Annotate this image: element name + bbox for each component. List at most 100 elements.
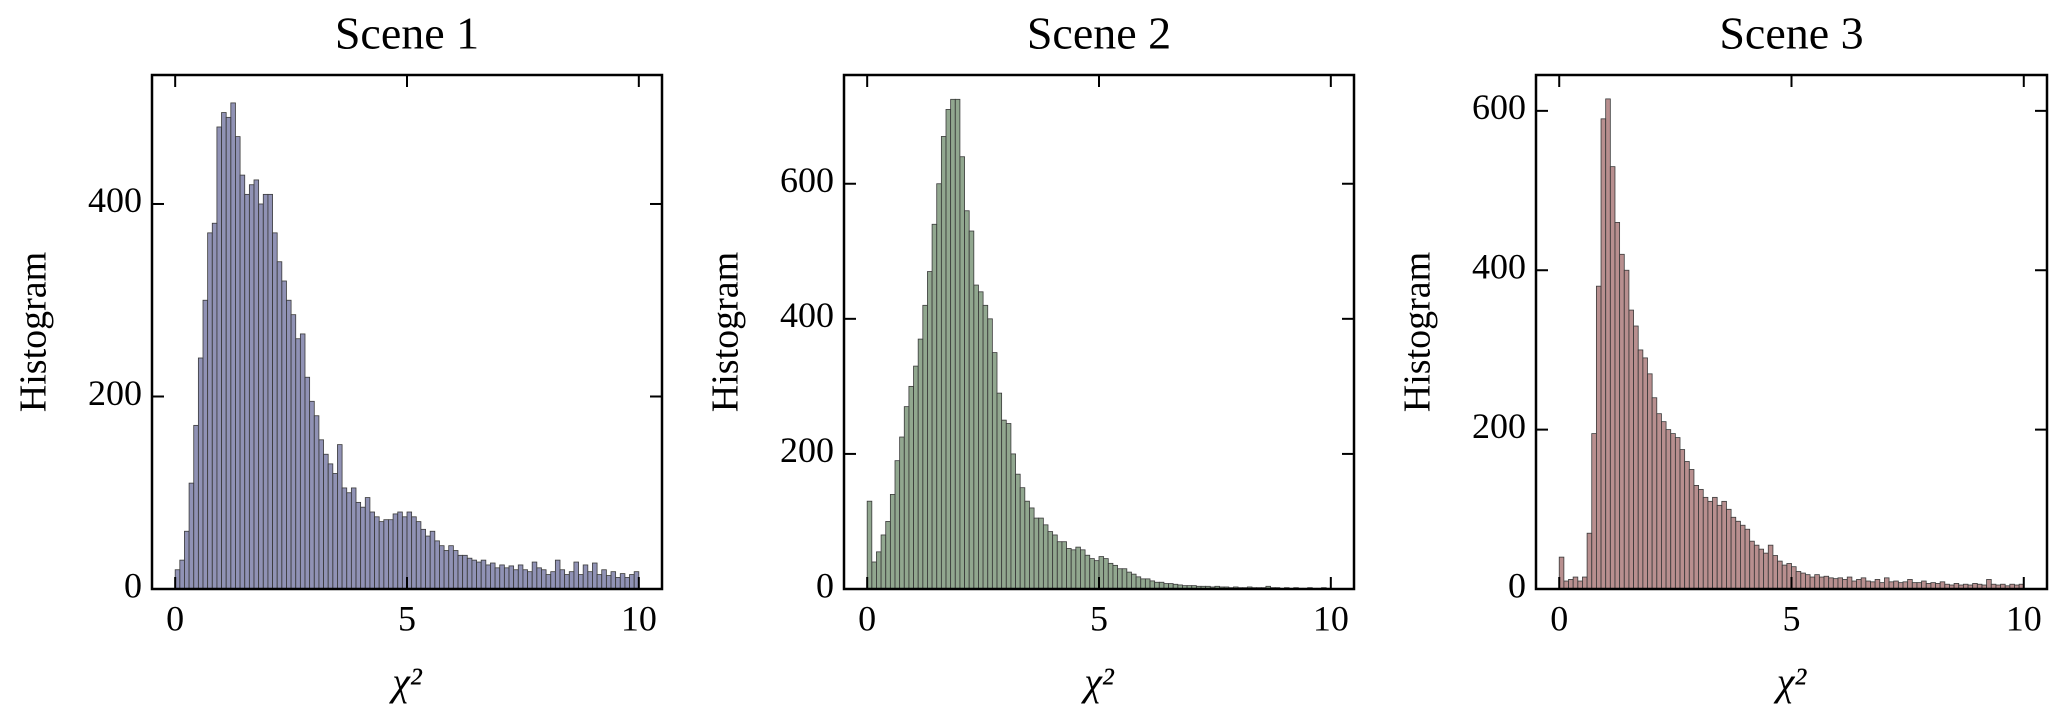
bar bbox=[248, 184, 255, 590]
bar bbox=[1665, 429, 1672, 590]
bar bbox=[1623, 269, 1630, 590]
bar bbox=[950, 98, 956, 590]
bar bbox=[1823, 575, 1830, 590]
bar bbox=[369, 511, 375, 590]
bar bbox=[1818, 576, 1825, 590]
bar bbox=[559, 569, 566, 590]
bar bbox=[355, 501, 362, 590]
bar bbox=[276, 261, 283, 590]
bar bbox=[996, 392, 1003, 590]
x-axis-label: χ² bbox=[388, 659, 423, 704]
bar bbox=[1661, 421, 1667, 590]
bar bbox=[1075, 546, 1081, 590]
bar bbox=[439, 545, 445, 590]
bar bbox=[267, 193, 273, 590]
bar bbox=[1832, 578, 1839, 590]
bar bbox=[1986, 579, 1992, 590]
bar bbox=[1860, 577, 1867, 590]
bar bbox=[1591, 433, 1597, 590]
bar bbox=[309, 400, 315, 590]
bar bbox=[197, 357, 204, 590]
bar bbox=[940, 136, 947, 590]
bar bbox=[1647, 373, 1653, 590]
bar bbox=[1637, 349, 1644, 590]
bar bbox=[1716, 504, 1723, 590]
bar bbox=[1117, 568, 1123, 590]
y-tick-label: 0 bbox=[1508, 565, 1526, 605]
bar bbox=[471, 559, 477, 590]
bar bbox=[304, 376, 311, 590]
bar bbox=[1702, 496, 1709, 590]
bar bbox=[323, 453, 329, 590]
bar bbox=[1066, 548, 1072, 590]
bar bbox=[480, 559, 487, 590]
bar bbox=[1726, 508, 1732, 590]
bar bbox=[1056, 541, 1063, 590]
bar bbox=[531, 561, 538, 590]
y-tick-label: 200 bbox=[1472, 406, 1526, 446]
bar bbox=[545, 574, 552, 590]
y-axis-label: Histogram bbox=[705, 252, 747, 412]
bar bbox=[184, 530, 190, 590]
bar bbox=[193, 424, 199, 590]
bar bbox=[899, 436, 905, 590]
bar bbox=[1080, 549, 1086, 590]
x-tick-label: 10 bbox=[2006, 598, 2042, 638]
bar bbox=[1126, 571, 1132, 590]
bar bbox=[1651, 397, 1658, 590]
bar bbox=[411, 516, 417, 590]
bar bbox=[1619, 253, 1625, 590]
bar bbox=[1568, 579, 1574, 590]
bar bbox=[578, 574, 584, 590]
y-tick-label: 400 bbox=[780, 295, 834, 335]
bar bbox=[866, 500, 873, 590]
bar bbox=[230, 102, 236, 590]
bar bbox=[1805, 574, 1811, 590]
bar bbox=[258, 203, 264, 590]
chart-title: Scene 1 bbox=[335, 8, 479, 59]
bar bbox=[1131, 573, 1137, 590]
bar bbox=[517, 564, 524, 590]
bar bbox=[1809, 576, 1816, 590]
bar bbox=[429, 530, 436, 590]
bar bbox=[313, 415, 320, 590]
bar bbox=[499, 564, 505, 590]
bar bbox=[1061, 541, 1067, 590]
bar bbox=[420, 528, 426, 590]
bar bbox=[959, 156, 965, 590]
bar bbox=[272, 232, 278, 590]
bar bbox=[973, 284, 979, 590]
bar bbox=[281, 280, 287, 590]
bar bbox=[1024, 500, 1030, 590]
bar bbox=[894, 460, 901, 590]
y-tick-label: 200 bbox=[88, 373, 142, 413]
bar bbox=[917, 338, 924, 590]
bar bbox=[1795, 571, 1802, 590]
bar bbox=[1586, 532, 1593, 590]
x-tick-label: 10 bbox=[1313, 598, 1349, 638]
x-tick-label: 0 bbox=[166, 598, 184, 638]
bar bbox=[1089, 558, 1095, 590]
bar bbox=[466, 557, 473, 590]
bar bbox=[913, 365, 919, 590]
bar bbox=[564, 574, 570, 590]
bar bbox=[202, 299, 209, 590]
bar bbox=[1828, 577, 1834, 590]
bar bbox=[936, 183, 942, 590]
bar bbox=[573, 561, 579, 590]
bar bbox=[964, 210, 970, 590]
bar bbox=[968, 230, 975, 590]
bar bbox=[1633, 325, 1639, 590]
bar bbox=[550, 571, 556, 590]
bar bbox=[601, 569, 607, 590]
bar bbox=[216, 126, 222, 590]
bar bbox=[1001, 419, 1007, 590]
bar bbox=[1753, 544, 1760, 590]
y-tick-label: 600 bbox=[1472, 87, 1526, 127]
bar bbox=[1712, 496, 1718, 590]
bar bbox=[1767, 544, 1774, 590]
y-tick-label: 400 bbox=[1472, 247, 1526, 287]
bar bbox=[1763, 552, 1769, 590]
bar bbox=[1103, 558, 1109, 590]
